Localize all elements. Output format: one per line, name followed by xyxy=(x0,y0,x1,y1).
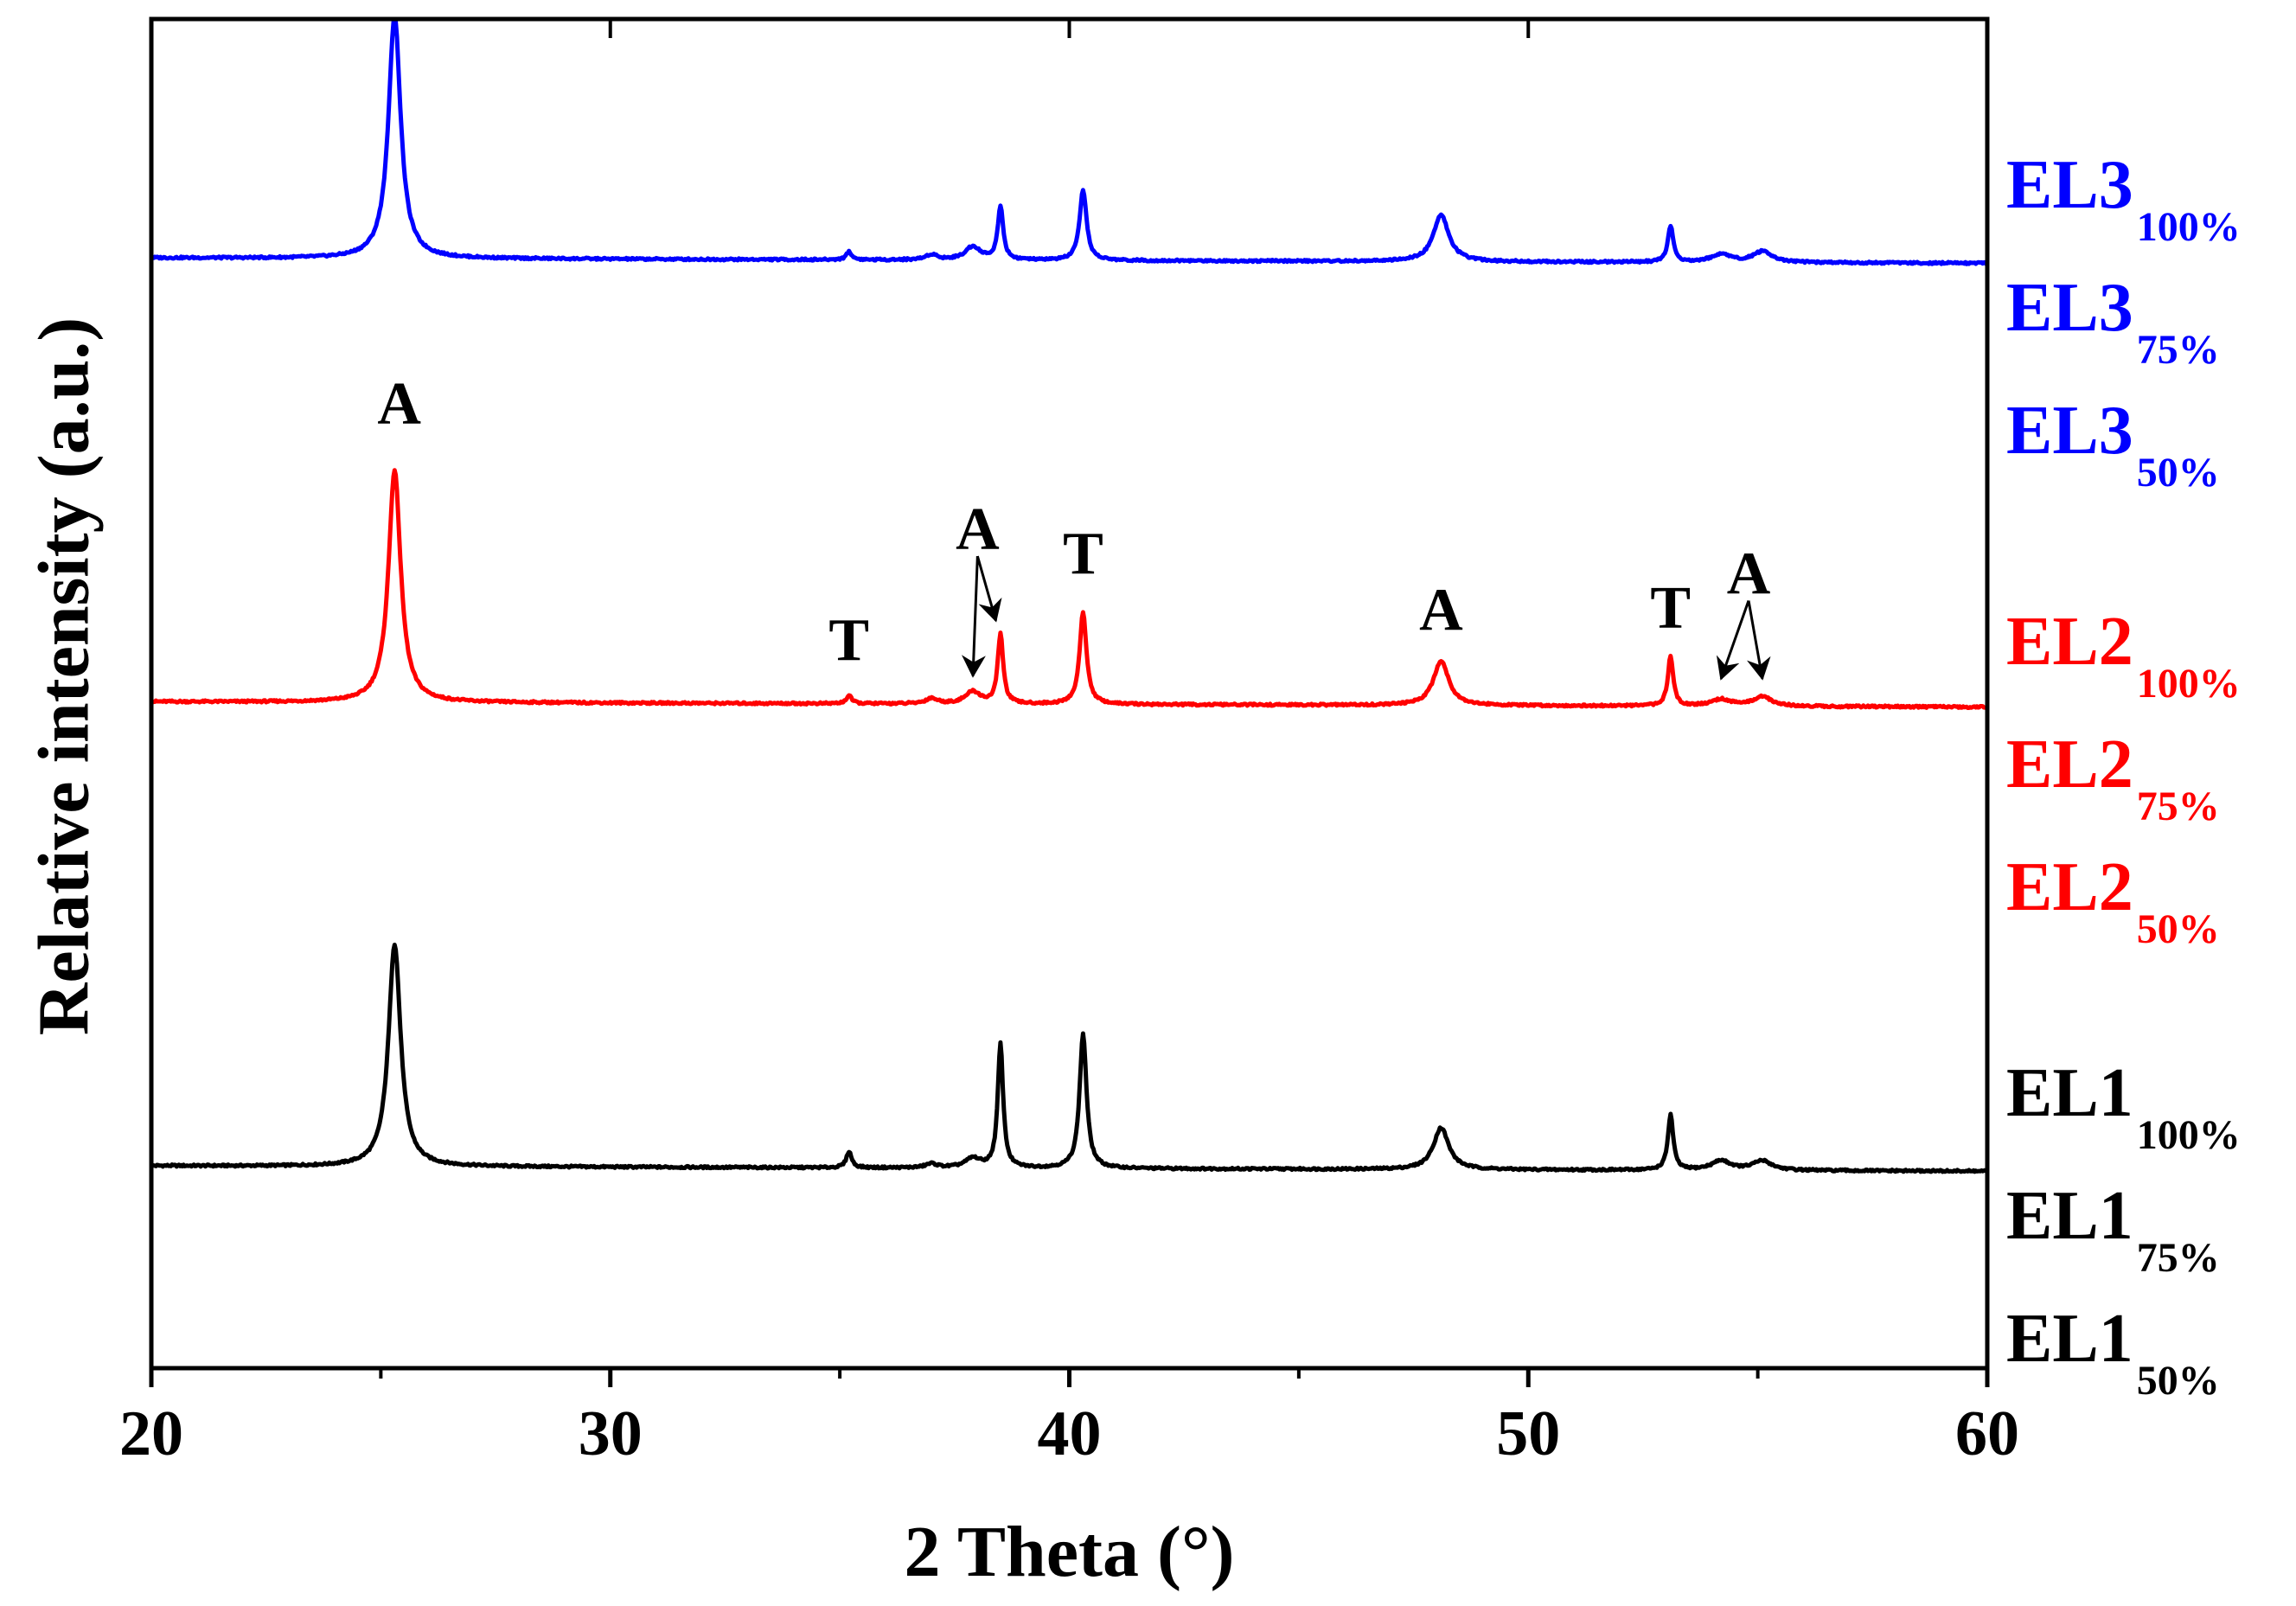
legend-entry: EL250% xyxy=(2006,849,2220,952)
annotation-arrow xyxy=(1716,600,1750,681)
legend-entry-subscript: 75% xyxy=(2137,784,2220,829)
x-axis-title: 2 Theta (°) xyxy=(904,1512,1234,1592)
legend-entry-name: EL2 xyxy=(2006,726,2133,803)
x-tick-label: 20 xyxy=(119,1398,183,1469)
legend-entry-name: EL1 xyxy=(2006,1301,2133,1377)
legend-entry: EL150% xyxy=(2006,1301,2220,1404)
peak-label-a: A xyxy=(1727,541,1771,608)
legend-entry: EL1100% xyxy=(2006,1055,2241,1158)
peak-label-a: A xyxy=(956,496,1000,563)
legend-entry-subscript: 50% xyxy=(2137,906,2220,952)
legend-entry-name: EL3 xyxy=(2006,270,2133,346)
legend-entry-name: EL1 xyxy=(2006,1055,2133,1131)
legend-entry-subscript: 50% xyxy=(2137,450,2220,496)
legend-entry: EL175% xyxy=(2006,1178,2220,1281)
legend-entry-subscript: 100% xyxy=(2137,661,2241,707)
series-line-el2 xyxy=(151,468,1987,710)
annotation-arrow xyxy=(975,555,1002,623)
legend-entry-subscript: 50% xyxy=(2137,1358,2220,1404)
x-tick-label: 40 xyxy=(1038,1398,1102,1469)
annotation-arrow xyxy=(961,556,986,678)
legend-entry: EL275% xyxy=(2006,726,2220,829)
legend-entry-name: EL1 xyxy=(2006,1178,2133,1254)
peak-label-t: T xyxy=(1650,575,1691,642)
peak-label-a: A xyxy=(377,371,421,438)
legend-entry-subscript: 100% xyxy=(2137,204,2241,250)
series-line-el3 xyxy=(151,19,1987,266)
legend-entry-name: EL3 xyxy=(2006,393,2133,469)
legend-entry-name: EL2 xyxy=(2006,604,2133,680)
y-axis-title: Relative intensity (a.u.) xyxy=(23,317,104,1036)
legend-entry: EL3100% xyxy=(2006,147,2241,250)
legend-entry-subscript: 75% xyxy=(2137,327,2220,373)
legend-entry: EL375% xyxy=(2006,270,2220,373)
legend-entry-name: EL3 xyxy=(2006,147,2133,223)
legend-entry: EL2100% xyxy=(2006,604,2241,707)
legend-entry: EL350% xyxy=(2006,393,2220,496)
peak-label-t: T xyxy=(1063,521,1103,587)
legend-entry-subscript: 100% xyxy=(2137,1112,2241,1158)
x-tick-label: 30 xyxy=(579,1398,643,1469)
legend-entry-subscript: 75% xyxy=(2137,1235,2220,1281)
x-tick-label: 60 xyxy=(1955,1398,2019,1469)
annotation-arrow xyxy=(1746,600,1771,681)
series-line-el1 xyxy=(151,943,1987,1174)
legend-entry-name: EL2 xyxy=(2006,849,2133,925)
x-tick-label: 50 xyxy=(1496,1398,1560,1469)
peak-label-a: A xyxy=(1419,578,1463,644)
peak-label-t: T xyxy=(828,607,869,674)
